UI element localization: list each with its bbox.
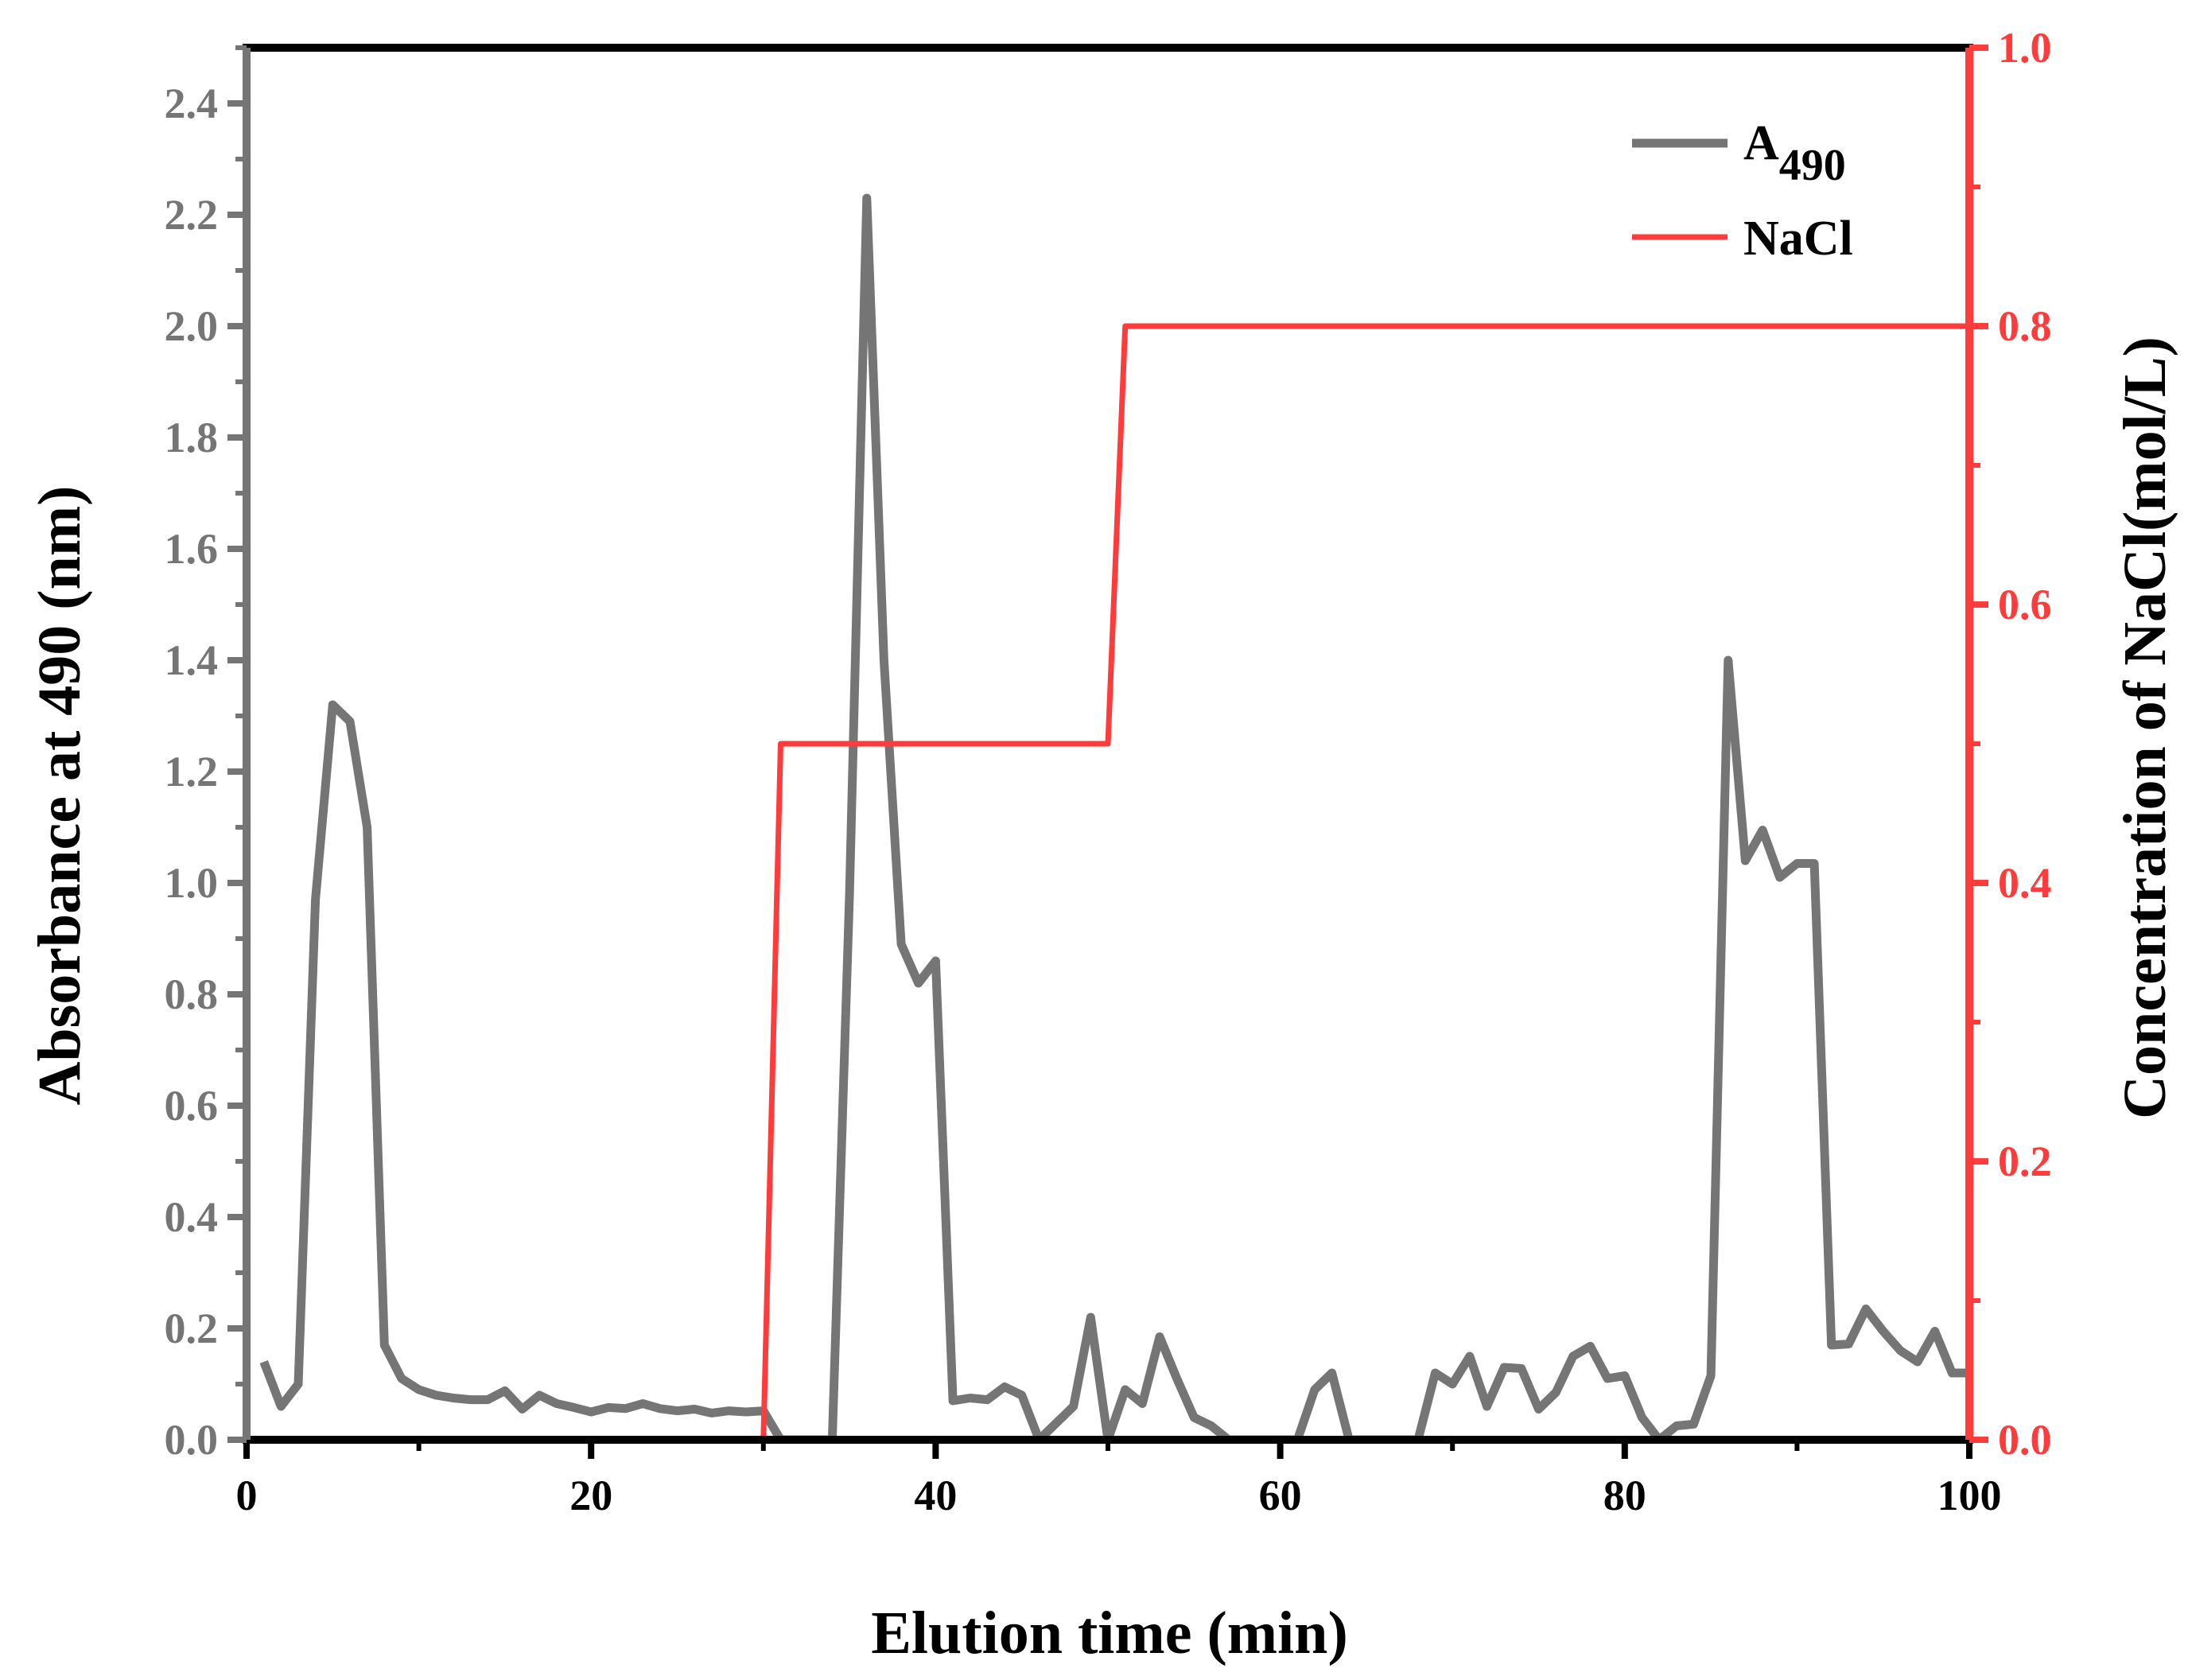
x-tick-label: 60 — [1259, 1472, 1302, 1519]
titles-layer: Elution time (min) Absorbance at 490 (nm… — [26, 336, 2178, 1666]
x-tick-label: 80 — [1603, 1472, 1646, 1519]
y-left-tick-label: 1.8 — [165, 414, 219, 461]
y-right-tick-label: 0.0 — [1998, 1416, 2052, 1464]
legend-label-a490: A490 — [1743, 116, 1846, 190]
y-left-tick-label: 1.2 — [165, 748, 219, 795]
y-right-tick-label: 0.4 — [1998, 859, 2052, 907]
y-right-tick-label: 1.0 — [1998, 24, 2052, 72]
y-axis-right-title: Concentration of NaCl(mol/L) — [2112, 336, 2178, 1119]
y-left-tick-label: 0.6 — [165, 1082, 219, 1130]
y-left-tick-label: 1.6 — [165, 525, 219, 573]
x-axis-title: Elution time (min) — [871, 1600, 1348, 1666]
x-tick-label: 40 — [914, 1472, 957, 1519]
x-tick-label: 100 — [1937, 1472, 2002, 1519]
y-left-tick-label: 0.4 — [165, 1193, 219, 1241]
series-line-a490 — [259, 193, 1969, 1440]
series-layer — [259, 193, 1969, 1440]
y-right-tick-label: 0.6 — [1998, 581, 2052, 628]
y-left-tick-label: 0.2 — [165, 1305, 219, 1352]
y-left-tick-label: 2.2 — [165, 191, 219, 239]
y-right-tick-label: 0.2 — [1998, 1138, 2052, 1185]
y-left-tick-label: 2.0 — [165, 302, 219, 350]
legend-label-nacl: NaCl — [1743, 212, 1853, 266]
y-left-tick-label: 1.0 — [165, 859, 219, 907]
y-left-tick-label: 1.4 — [165, 636, 219, 684]
y-left-tick-label: 0.0 — [165, 1416, 219, 1464]
y-left-tick-label: 2.4 — [165, 80, 219, 127]
legend: A490 NaCl — [1632, 116, 1853, 266]
y-axis-left-title: Absorbance at 490 (nm) — [26, 486, 93, 1106]
y-right-tick-label: 0.8 — [1998, 302, 2052, 350]
x-tick-label: 0 — [236, 1472, 258, 1519]
series-line-nacl — [760, 323, 1969, 1440]
ticks-layer: 0 20 40 60 80 100 0.0 0.2 0.4 0.6 0.8 1.0 1.2 1.4 1.6 1… — [165, 24, 2052, 1519]
y-left-tick-label: 0.8 — [165, 970, 219, 1018]
x-tick-label: 20 — [569, 1472, 612, 1519]
